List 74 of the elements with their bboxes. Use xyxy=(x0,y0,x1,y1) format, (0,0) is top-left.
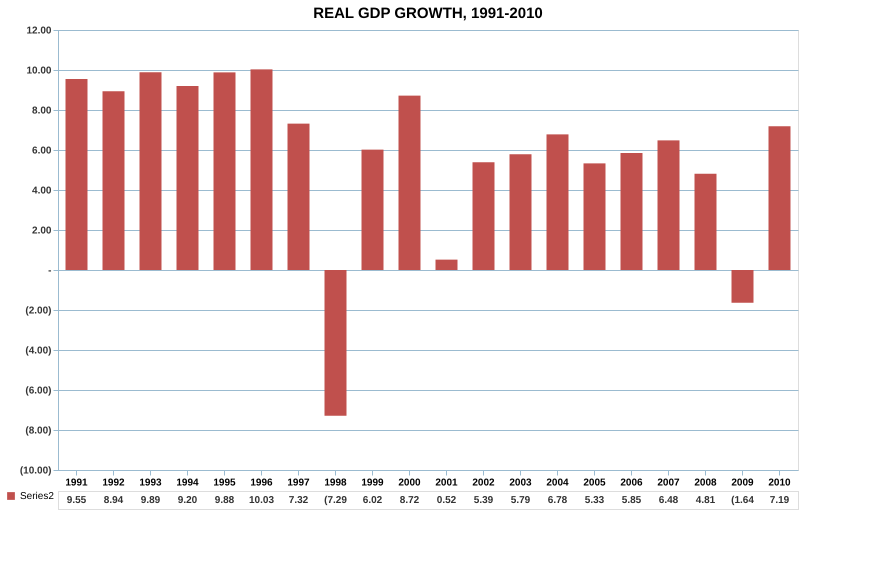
y-tick-label: 6.00 xyxy=(32,146,52,156)
bar xyxy=(658,140,680,270)
x-tick-label: 2003 xyxy=(509,478,532,488)
y-tick-label: (10.00) xyxy=(20,466,52,476)
y-tick-label: (8.00) xyxy=(25,426,52,436)
data-label: 6.78 xyxy=(548,495,568,506)
data-label: 6.48 xyxy=(658,495,679,506)
bar xyxy=(324,270,346,416)
data-label: (1.64 xyxy=(731,495,754,506)
bar xyxy=(546,134,568,270)
y-tick-label: (6.00) xyxy=(25,386,52,396)
data-label: 9.20 xyxy=(178,495,198,506)
data-label: 7.19 xyxy=(770,495,790,506)
legend-label: Series2 xyxy=(20,491,54,502)
x-tick-label: 2010 xyxy=(768,478,792,488)
bar xyxy=(472,162,494,270)
y-tick-label: 8.00 xyxy=(32,106,52,116)
x-tick-label: 1995 xyxy=(213,478,236,488)
x-tick-label: 2004 xyxy=(546,478,570,488)
bar xyxy=(140,72,162,270)
bar xyxy=(436,260,458,270)
data-label: 5.79 xyxy=(510,495,531,506)
x-tick-label: 2000 xyxy=(398,478,422,488)
x-tick-label: 2006 xyxy=(620,478,644,488)
y-tick-label: 2.00 xyxy=(32,226,52,236)
data-label: 10.03 xyxy=(248,495,274,506)
y-tick-label: 10.00 xyxy=(26,66,52,76)
bar xyxy=(102,91,124,270)
data-label: 8.72 xyxy=(400,495,420,506)
data-label: 5.33 xyxy=(584,495,605,506)
bar xyxy=(288,124,310,270)
bar xyxy=(398,96,420,270)
data-label: 4.81 xyxy=(696,495,716,506)
chart-title: REAL GDP GROWTH, 1991-2010 xyxy=(313,5,543,22)
data-label: 9.88 xyxy=(214,495,235,506)
bar xyxy=(250,69,272,270)
x-tick-label: 2007 xyxy=(657,478,680,488)
bar xyxy=(732,270,754,303)
bar xyxy=(362,150,384,270)
bar xyxy=(768,126,790,270)
bar xyxy=(584,163,606,270)
y-tick-label: (4.00) xyxy=(25,346,52,356)
x-tick-label: 2008 xyxy=(694,478,718,488)
data-label: 5.85 xyxy=(622,495,642,506)
data-label: 7.32 xyxy=(288,495,309,506)
bar xyxy=(694,174,716,270)
data-label: 0.52 xyxy=(436,495,457,506)
data-label: 9.89 xyxy=(140,495,161,506)
x-tick-label: 1991 xyxy=(65,478,88,488)
x-tick-label: 1993 xyxy=(139,478,162,488)
bar xyxy=(176,86,198,270)
x-tick-label: 2009 xyxy=(731,478,754,488)
data-label: 5.39 xyxy=(474,495,494,506)
bar xyxy=(620,153,642,270)
bar xyxy=(214,72,236,270)
data-label: 9.55 xyxy=(66,495,87,506)
data-label: 8.94 xyxy=(104,495,124,506)
y-tick-label: 4.00 xyxy=(32,186,52,196)
x-tick-label: 2005 xyxy=(583,478,606,488)
x-tick-label: 1998 xyxy=(324,478,348,488)
y-tick-label: (2.00) xyxy=(25,306,52,316)
y-tick-label: 12.00 xyxy=(26,26,52,36)
x-tick-label: 1997 xyxy=(287,478,310,488)
bar xyxy=(510,154,532,270)
y-tick-label: - xyxy=(48,266,52,276)
x-tick-label: 2002 xyxy=(472,478,496,488)
x-tick-label: 1994 xyxy=(176,478,200,488)
data-label: 6.02 xyxy=(362,495,383,506)
x-tick-label: 1996 xyxy=(250,478,274,488)
data-label: (7.29 xyxy=(324,495,348,506)
x-tick-label: 1992 xyxy=(102,478,126,488)
x-tick-label: 1999 xyxy=(361,478,384,488)
x-tick-label: 2001 xyxy=(435,478,458,488)
bar xyxy=(66,79,88,270)
